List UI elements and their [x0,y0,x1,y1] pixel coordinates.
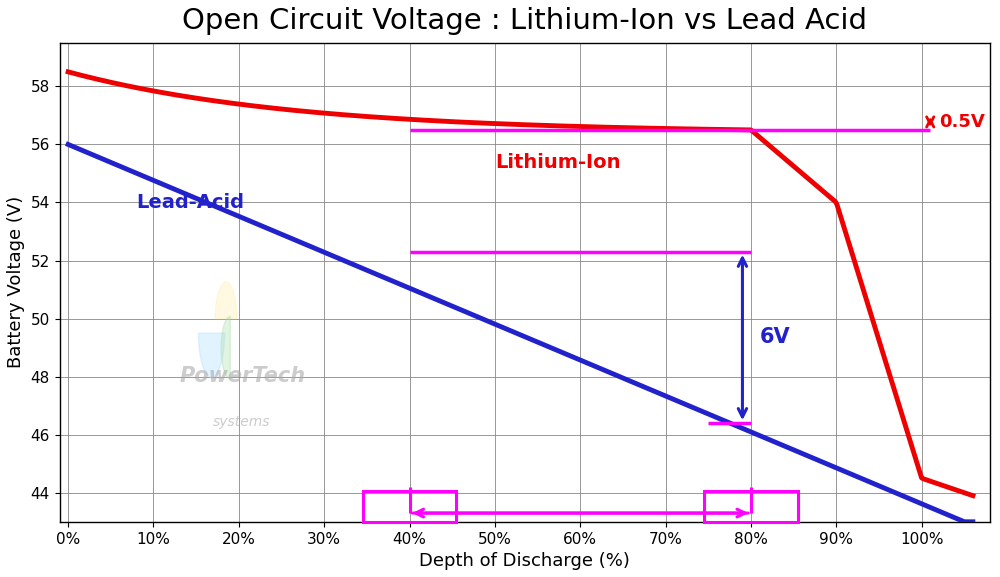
Wedge shape [198,333,225,377]
Text: Lithium-Ion: Lithium-Ion [495,153,620,171]
Text: systems: systems [213,415,271,429]
Wedge shape [221,316,230,379]
Y-axis label: Battery Voltage (V): Battery Voltage (V) [7,196,25,369]
Text: PowerTech: PowerTech [179,366,305,387]
Wedge shape [215,282,237,319]
X-axis label: Depth of Discharge (%): Depth of Discharge (%) [419,552,630,570]
Title: Open Circuit Voltage : Lithium-Ion vs Lead Acid: Open Circuit Voltage : Lithium-Ion vs Le… [182,7,867,35]
Text: Lead-Acid: Lead-Acid [136,193,244,212]
Text: 0.5V: 0.5V [939,113,985,131]
Text: 6V: 6V [760,328,790,347]
